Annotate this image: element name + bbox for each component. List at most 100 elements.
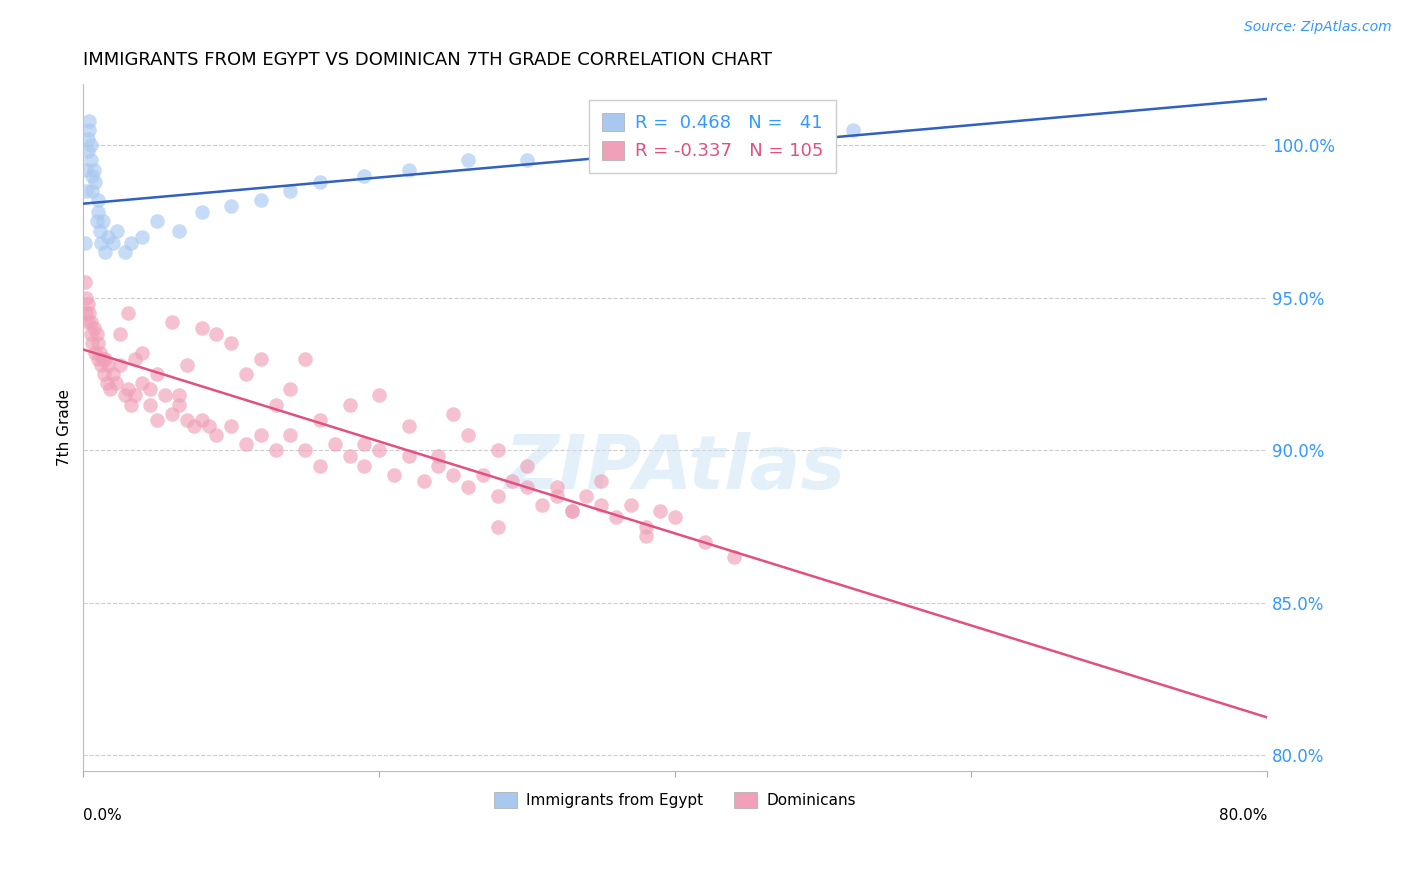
Point	[77, 113, 100, 128]
Text: Source: ZipAtlas.com: Source: ZipAtlas.com	[1244, 20, 1392, 34]
Point	[83, 162, 105, 177]
Point	[82, 169, 104, 183]
Point	[169, 224, 191, 238]
Point	[486, 489, 509, 503]
Point	[190, 205, 212, 219]
Point	[169, 398, 191, 412]
Point	[486, 443, 509, 458]
Point	[309, 175, 332, 189]
Point	[591, 474, 613, 488]
Point	[76, 315, 98, 329]
Point	[441, 467, 464, 482]
Point	[516, 480, 538, 494]
Point	[250, 428, 273, 442]
Point	[457, 428, 479, 442]
Point	[219, 199, 242, 213]
Point	[620, 498, 643, 512]
Point	[176, 358, 198, 372]
Point	[650, 504, 672, 518]
Text: IMMIGRANTS FROM EGYPT VS DOMINICAN 7TH GRADE CORRELATION CHART: IMMIGRANTS FROM EGYPT VS DOMINICAN 7TH G…	[83, 51, 772, 69]
Point	[131, 376, 153, 391]
Point	[124, 351, 146, 366]
Point	[89, 345, 111, 359]
Point	[205, 428, 228, 442]
Point	[87, 336, 110, 351]
Point	[89, 224, 111, 238]
Point	[634, 519, 657, 533]
Point	[723, 550, 745, 565]
Point	[120, 235, 142, 250]
Point	[80, 138, 103, 153]
Point	[339, 450, 361, 464]
Point	[176, 413, 198, 427]
Point	[75, 306, 97, 320]
Point	[124, 388, 146, 402]
Point	[398, 418, 420, 433]
Point	[219, 336, 242, 351]
Point	[183, 418, 205, 433]
Point	[560, 504, 582, 518]
Point	[250, 193, 273, 207]
Point	[94, 244, 117, 259]
Point	[169, 388, 191, 402]
Point	[427, 458, 450, 473]
Point	[76, 297, 98, 311]
Point	[516, 458, 538, 473]
Legend: Immigrants from Egypt, Dominicans: Immigrants from Egypt, Dominicans	[488, 787, 862, 814]
Point	[841, 123, 863, 137]
Point	[77, 306, 100, 320]
Point	[146, 367, 169, 381]
Point	[114, 388, 136, 402]
Point	[264, 443, 287, 458]
Point	[190, 321, 212, 335]
Point	[75, 291, 97, 305]
Point	[90, 235, 112, 250]
Point	[94, 351, 117, 366]
Point	[90, 358, 112, 372]
Point	[117, 382, 139, 396]
Point	[84, 175, 107, 189]
Point	[353, 458, 375, 473]
Point	[86, 214, 108, 228]
Point	[110, 358, 132, 372]
Point	[457, 480, 479, 494]
Point	[73, 235, 96, 250]
Point	[382, 467, 405, 482]
Point	[235, 437, 257, 451]
Point	[368, 443, 391, 458]
Y-axis label: 7th Grade: 7th Grade	[58, 389, 72, 466]
Point	[80, 327, 103, 342]
Point	[80, 315, 103, 329]
Text: ZIPAtlas: ZIPAtlas	[505, 432, 845, 505]
Point	[591, 145, 613, 159]
Point	[280, 428, 302, 442]
Point	[97, 358, 120, 372]
Point	[501, 474, 523, 488]
Point	[309, 413, 332, 427]
Point	[97, 229, 120, 244]
Point	[693, 534, 716, 549]
Point	[131, 229, 153, 244]
Point	[86, 327, 108, 342]
Point	[91, 214, 114, 228]
Point	[250, 351, 273, 366]
Point	[398, 162, 420, 177]
Point	[605, 510, 627, 524]
Point	[634, 529, 657, 543]
Point	[80, 153, 103, 168]
Point	[294, 351, 316, 366]
Point	[427, 450, 450, 464]
Point	[101, 367, 124, 381]
Point	[96, 376, 118, 391]
Point	[591, 498, 613, 512]
Point	[560, 504, 582, 518]
Point	[219, 418, 242, 433]
Point	[546, 489, 568, 503]
Point	[264, 398, 287, 412]
Point	[339, 398, 361, 412]
Point	[139, 398, 162, 412]
Point	[73, 276, 96, 290]
Point	[575, 489, 598, 503]
Point	[412, 474, 434, 488]
Point	[76, 132, 98, 146]
